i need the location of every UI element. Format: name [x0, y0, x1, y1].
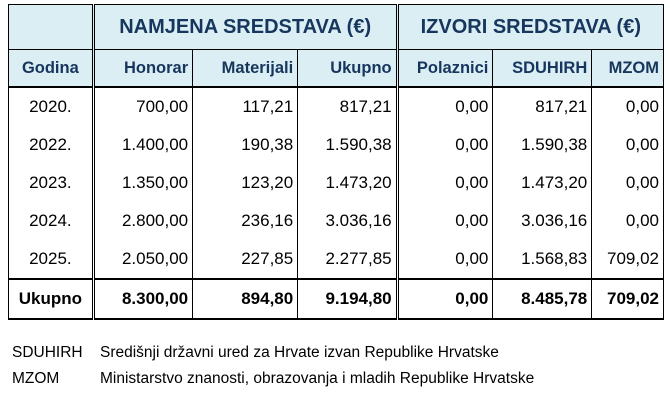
- legend-text: Ministarstvo znanosti, obrazovanja i mla…: [100, 370, 535, 387]
- data-row: 2020. 700,00 117,21 817,21 0,00 817,21 0,00: [8, 86, 664, 126]
- legend-text: Središnji državni ured za Hrvate izvan R…: [100, 344, 499, 361]
- column-header: Honorar: [91, 49, 194, 88]
- column-header: Ukupno: [297, 49, 398, 88]
- legend-item: MZOM Ministarstvo znanosti, obrazovanja i…: [12, 370, 534, 388]
- cell: 0,00: [591, 126, 664, 164]
- cell: 1.350,00: [91, 164, 194, 202]
- cell: 1.590,38: [492, 126, 593, 164]
- cell: 236,16: [192, 202, 299, 240]
- total-cell: 9.194,80: [297, 278, 398, 320]
- cell: 3.036,16: [492, 202, 593, 240]
- column-header: SDUHIRH: [492, 49, 593, 88]
- cell: 0,00: [395, 126, 494, 164]
- cell: 2020.: [8, 86, 94, 126]
- cell: 2.277,85: [297, 240, 398, 279]
- cell: 1.568,83: [492, 240, 593, 279]
- column-header: Godina: [8, 49, 94, 88]
- cell: 0,00: [395, 86, 494, 126]
- group-header-row: NAMJENA SREDSTAVA (€) IZVORI SREDSTAVA (€…: [8, 4, 665, 50]
- total-cell: 894,80: [192, 278, 299, 320]
- data-row: 2023. 1.350,00 123,20 1.473,20 0,00 1.473,20 0…: [8, 164, 664, 202]
- total-row: Ukupno 8.300,00 894,80 9.194,80 0,00 8.485,78…: [8, 278, 664, 320]
- cell: 0,00: [591, 164, 664, 202]
- header-cell: [8, 4, 94, 50]
- cell: 2.050,00: [91, 240, 194, 279]
- cell: 700,00: [91, 86, 194, 126]
- column-header: Materijali: [192, 49, 299, 88]
- cell: 817,21: [492, 86, 593, 126]
- cell: 2022.: [8, 126, 94, 164]
- cell: 0,00: [591, 86, 664, 126]
- cell: 123,20: [192, 164, 299, 202]
- data-row: 2022. 1.400,00 190,38 1.590,38 0,00 1.590,38 0…: [8, 126, 664, 164]
- group-header: IZVORI SREDSTAVA (€): [395, 4, 665, 50]
- funding-table: NAMJENA SREDSTAVA (€) IZVORI SREDSTAVA (€…: [8, 4, 665, 320]
- cell: 1.473,20: [492, 164, 593, 202]
- column-header-row: Godina Honorar Materijali Ukupno Polaznici SD…: [8, 49, 664, 88]
- cell: 0,00: [395, 164, 494, 202]
- cell: 2025.: [8, 240, 94, 279]
- cell: 2023.: [8, 164, 94, 202]
- legend-abbr: SDUHIRH: [12, 344, 83, 361]
- cell: 190,38: [192, 126, 299, 164]
- cell: 1.590,38: [297, 126, 398, 164]
- legend-item: SDUHIRH Središnji državni ured za Hrvate …: [12, 344, 499, 362]
- data-row: 2025. 2.050,00 227,85 2.277,85 0,00 1.568,83 7…: [8, 240, 664, 279]
- cell: 709,02: [591, 240, 664, 279]
- total-cell: Ukupno: [8, 278, 94, 320]
- cell: 2.800,00: [91, 202, 194, 240]
- cell: 1.473,20: [297, 164, 398, 202]
- cell: 1.400,00: [91, 126, 194, 164]
- cell: 0,00: [591, 202, 664, 240]
- group-header: NAMJENA SREDSTAVA (€): [91, 4, 398, 50]
- total-cell: 709,02: [591, 278, 664, 320]
- cell: 227,85: [192, 240, 299, 279]
- column-header: Polaznici: [395, 49, 494, 88]
- cell: 117,21: [192, 86, 299, 126]
- data-row: 2024. 2.800,00 236,16 3.036,16 0,00 3.036,16 0…: [8, 202, 664, 240]
- total-cell: 0,00: [395, 278, 494, 320]
- cell: 3.036,16: [297, 202, 398, 240]
- cell: 817,21: [297, 86, 398, 126]
- cell: 0,00: [395, 240, 494, 279]
- total-cell: 8.485,78: [492, 278, 593, 320]
- column-header: MZOM: [591, 49, 664, 88]
- total-cell: 8.300,00: [91, 278, 194, 320]
- cell: 2024.: [8, 202, 94, 240]
- cell: 0,00: [395, 202, 494, 240]
- legend-abbr: MZOM: [12, 370, 60, 387]
